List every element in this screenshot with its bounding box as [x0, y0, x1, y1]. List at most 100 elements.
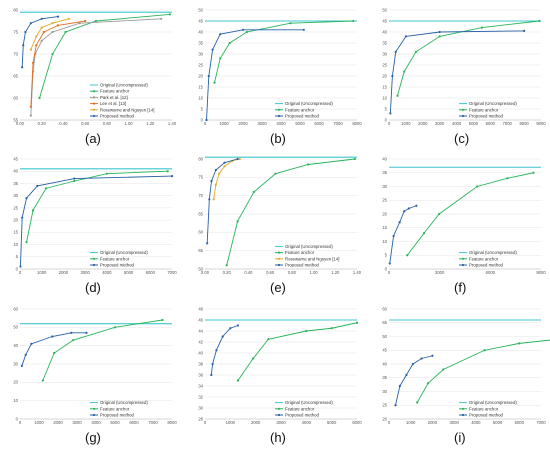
legend-label: Lee et al. [13] [100, 101, 126, 106]
x-tick-label: 0.60 [266, 270, 275, 275]
y-tick-label: 40 [382, 156, 387, 161]
data-point [72, 339, 75, 342]
y-tick-label: 40 [382, 29, 387, 34]
chart-panel: 20 25 30 35 40 45 50 55 60 0 1000 2000 3000 4000 5000 6… [375, 303, 550, 425]
y-tick-label: 42 [198, 339, 203, 344]
legend-marker [92, 102, 96, 105]
x-tick-label: 5000 [110, 420, 120, 425]
x-tick-label: 1000 [34, 420, 44, 425]
legend-marker [461, 263, 465, 267]
y-tick-label: 20 [382, 211, 387, 216]
data-point [414, 50, 418, 53]
data-point [40, 39, 43, 42]
data-point [210, 179, 213, 183]
data-point [78, 22, 81, 25]
data-point [29, 48, 32, 51]
x-tick-label: 1.00 [309, 270, 318, 275]
chart-panel: 0 5 10 15 20 25 30 35 40 45 0 1000 2000 3000 4000 5000 6… [6, 153, 177, 275]
y-tick-label: 45 [198, 18, 203, 23]
data-point [51, 30, 54, 34]
data-point [228, 41, 231, 45]
series-line-feature-anchor [397, 20, 540, 96]
x-tick-label: 0 [19, 420, 22, 425]
legend-marker [277, 413, 281, 417]
panel-caption: (i) [454, 430, 466, 445]
data-point [476, 185, 479, 188]
legend-label: Original (Uncompressed) [285, 244, 333, 249]
y-tick-label: 10 [198, 95, 203, 100]
data-point [166, 170, 169, 173]
x-tick-label: 6000 [515, 420, 525, 425]
y-tick-label: 30 [382, 51, 387, 56]
data-point [398, 384, 401, 388]
y-tick-label: 20 [382, 73, 387, 78]
x-tick-label: 5000 [295, 121, 305, 126]
data-point [21, 66, 24, 69]
x-tick-label: 5000 [327, 420, 337, 425]
x-tick-label: 0 [204, 121, 207, 126]
data-point [330, 327, 333, 330]
x-tick-label: 4000 [471, 420, 481, 425]
data-point [289, 22, 292, 25]
legend-marker [277, 263, 281, 267]
y-tick-label: 0 [16, 416, 19, 421]
data-point [483, 349, 486, 352]
x-tick-label: 0.00 [201, 270, 210, 275]
data-point [85, 331, 88, 334]
x-tick-label: 4000 [91, 420, 101, 425]
series-line-park-et-al-12 [30, 18, 162, 116]
x-tick-label: 0 [388, 121, 391, 126]
y-tick-label: 10 [382, 239, 387, 244]
series-line-proposed-method [210, 325, 239, 376]
x-tick-label: 1.40 [353, 270, 362, 275]
data-point [19, 265, 22, 268]
data-point [73, 179, 76, 183]
y-tick-label: 28 [198, 416, 203, 421]
x-tick-label: 0.40 [244, 270, 253, 275]
y-tick-label: 25 [382, 403, 387, 408]
data-point [94, 19, 98, 23]
data-point [389, 112, 392, 115]
y-tick-label: 34 [198, 383, 203, 388]
legend-label: Original (Uncompressed) [469, 400, 517, 405]
y-tick-label: 20 [13, 218, 18, 223]
series-line-proposed-method [19, 175, 173, 267]
data-point [105, 172, 108, 175]
y-tick-label: 20 [198, 73, 203, 78]
x-tick-label: 6000 [314, 121, 324, 126]
x-tick-label: 1000 [401, 121, 411, 126]
x-tick-label: 0 [19, 270, 22, 275]
data-point [51, 335, 54, 338]
y-tick-label: 40 [13, 343, 18, 348]
data-point [245, 30, 248, 34]
x-tick-label: 4000 [452, 121, 462, 126]
y-tick-label: 55 [13, 117, 18, 122]
data-point [56, 24, 60, 27]
data-point [302, 28, 305, 31]
x-tick-label: 1000 [37, 270, 47, 275]
legend-label: Rosewarne and Nguyen [14] [285, 256, 339, 261]
chart-panel: 0 5 10 15 20 25 30 35 40 0 3000 6000 9000 Original (U… [375, 153, 546, 275]
legend-marker [461, 407, 465, 410]
data-point [407, 207, 410, 210]
data-point [25, 241, 28, 244]
data-point [229, 327, 232, 330]
data-point [214, 168, 217, 172]
series-line-proposed-method [21, 332, 87, 366]
data-point [215, 349, 218, 352]
data-point [236, 379, 240, 382]
series-line-proposed-method [21, 16, 59, 68]
legend-marker [92, 413, 96, 417]
legend-label: Proposed method [469, 413, 504, 418]
x-tick-label: 1.40 [168, 121, 177, 126]
x-tick-label: 9000 [536, 121, 546, 126]
series-line-feature-anchor [237, 322, 358, 381]
data-point [212, 198, 215, 201]
y-tick-label: 38 [198, 361, 203, 366]
panel-caption: (c) [454, 131, 470, 146]
data-point [404, 35, 407, 38]
data-point [352, 19, 355, 23]
data-point [403, 70, 406, 73]
x-tick-label: 1.00 [124, 121, 133, 126]
